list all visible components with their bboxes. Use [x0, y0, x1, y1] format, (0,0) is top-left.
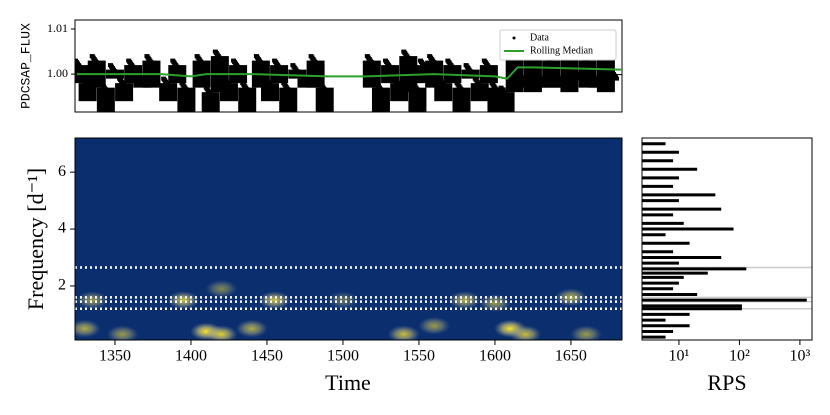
- y-label: PDCSAP_FLUX: [18, 23, 33, 109]
- data-band: [470, 83, 489, 102]
- axes-frame: [74, 137, 623, 341]
- legend-marker: [512, 36, 516, 40]
- median-line: [76, 66, 622, 80]
- y-label: Frequency [d⁻¹]: [23, 168, 48, 310]
- heatmap-hotspot: [570, 325, 603, 340]
- data-band: [177, 87, 196, 112]
- data-band: [569, 74, 588, 76]
- data-band: [514, 78, 533, 88]
- plot-area: [75, 138, 622, 340]
- legend-label: Data: [530, 32, 549, 43]
- heatmap-hotspot: [235, 319, 268, 338]
- data-band: [219, 83, 238, 102]
- x-tick-label: 1350: [99, 348, 131, 365]
- data-band: [461, 69, 480, 79]
- heatmap-hotspot: [167, 291, 200, 310]
- heatmap-hotspot: [448, 291, 481, 310]
- data-band: [479, 65, 498, 84]
- plot-area: [642, 142, 812, 339]
- data-band: [371, 87, 390, 112]
- data-band: [408, 87, 427, 112]
- heatmap-hotspot: [326, 291, 359, 310]
- plot-area: [75, 49, 622, 112]
- data-band: [362, 60, 381, 88]
- y-tick-label: 2: [58, 277, 66, 294]
- heatmap-hotspot: [418, 316, 451, 335]
- x-tick-label: 1600: [479, 348, 511, 365]
- heatmap-hotspot: [205, 279, 238, 298]
- x-tick-label: 1400: [175, 348, 207, 365]
- heatmap-hotspot: [387, 325, 420, 340]
- axes-frame: [74, 19, 623, 113]
- data-band: [260, 83, 279, 102]
- data-point: [614, 76, 620, 81]
- heatmap-hotspot: [509, 325, 542, 340]
- data-band: [297, 78, 316, 88]
- heatmap-background: [75, 138, 622, 340]
- data-band: [533, 78, 552, 88]
- legend-label: Rolling Median: [530, 45, 593, 56]
- y-tick-label: 1.01: [47, 21, 68, 35]
- x-tick-label: 1450: [251, 348, 283, 365]
- data-band: [452, 87, 471, 112]
- data-band: [560, 56, 579, 93]
- data-band: [596, 56, 615, 93]
- axes-frame: [641, 137, 813, 341]
- legend-box: [499, 29, 617, 61]
- x-label: Time: [325, 370, 371, 395]
- data-band: [315, 87, 334, 112]
- x-tick-label: 1500: [327, 348, 359, 365]
- data-band: [279, 87, 298, 112]
- y-tick-label: 1.00: [47, 66, 68, 80]
- data-band: [551, 78, 570, 88]
- y-tick-label: 6: [58, 163, 66, 180]
- data-band: [168, 65, 187, 84]
- data-band: [587, 78, 606, 88]
- y-tick-label: 4: [58, 220, 66, 237]
- data-band: [606, 74, 622, 76]
- data-band: [288, 69, 307, 79]
- data-band: [133, 78, 152, 88]
- data-band: [496, 92, 515, 112]
- data-band: [201, 92, 220, 112]
- heatmap-hotspot: [76, 291, 109, 310]
- heatmap-hotspot: [75, 319, 101, 338]
- data-band: [115, 83, 134, 102]
- data-band: [434, 83, 453, 102]
- heatmap-hotspot: [106, 325, 139, 340]
- x-tick-label: 10¹: [669, 348, 690, 365]
- x-tick-label: 10³: [790, 348, 811, 365]
- heatmap-hotspot: [258, 291, 291, 310]
- x-tick-label: 1650: [555, 348, 587, 365]
- x-tick-label: 10²: [729, 348, 750, 365]
- data-band: [96, 87, 115, 112]
- heatmap-hotspot: [205, 325, 238, 340]
- data-band: [306, 60, 325, 88]
- x-label: RPS: [707, 370, 746, 395]
- x-tick-label: 1550: [403, 348, 435, 365]
- data-band: [159, 83, 178, 102]
- data-band: [238, 87, 257, 112]
